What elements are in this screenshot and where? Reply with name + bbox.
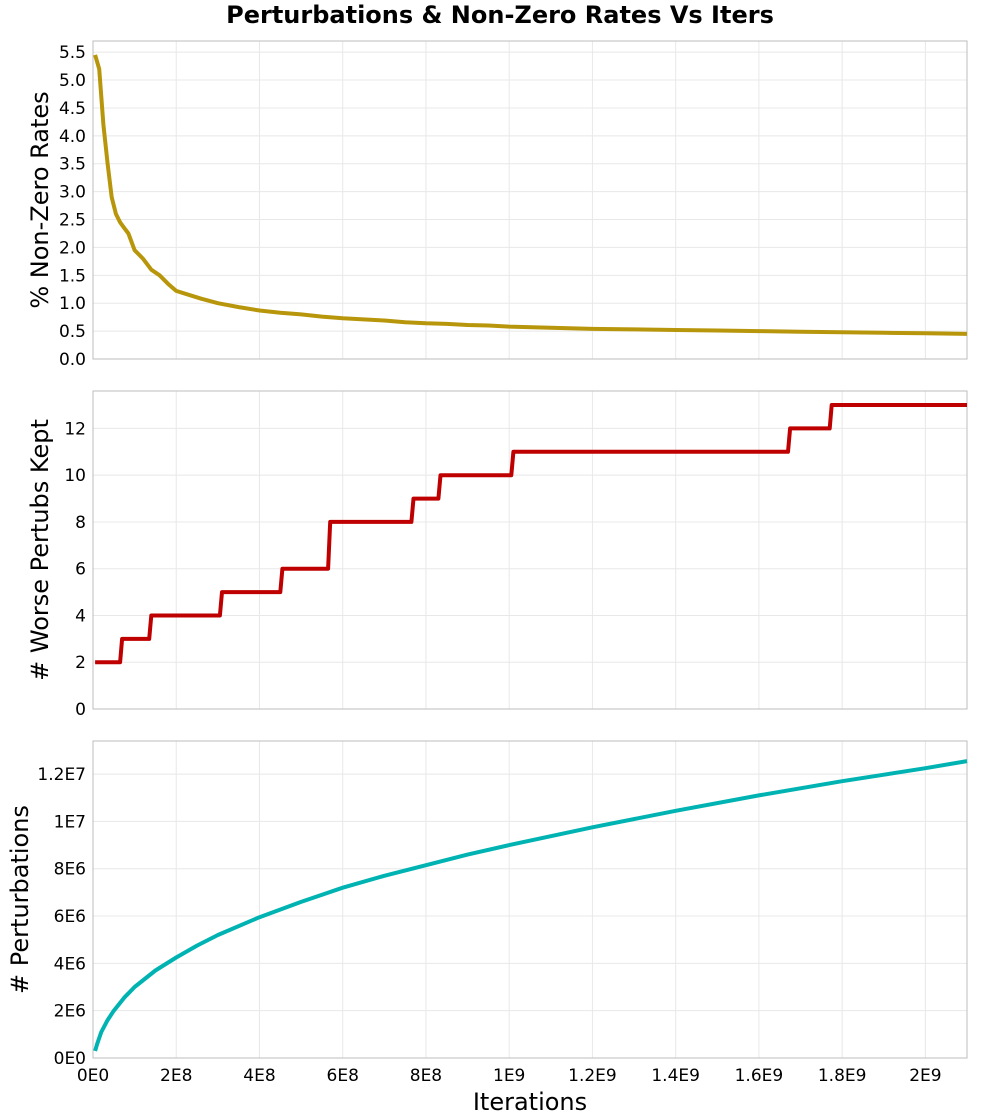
nonzero-rates-y-tick-label: 3.0 [59,183,86,203]
x-tick-label: 2E9 [909,1066,941,1086]
nonzero-rates-y-tick-label: 3.5 [59,155,86,175]
x-axis-ticks: 0E0 2E8 4E8 6E8 8E8 1E9 1.2E9 1.4E9 1.6E9 1.8E9 2E… [77,1066,942,1086]
x-axis-label: Iterations [473,1088,587,1116]
nonzero-rates-y-tick-label: 1.5 [59,266,86,286]
perturbations-y-tick-label: 0E0 [54,1049,86,1069]
perturbations-series-line [93,759,968,1052]
nonzero-rates-y-axis-label: % Non-Zero Rates [26,91,54,308]
nonzero-rates-y-tick-label: 5.5 [59,43,86,63]
nonzero-rates-y-tick-label: 2.5 [59,211,86,231]
perturbations-y-tick-label: 6E6 [54,907,86,927]
nonzero-rates-y-tick-label: 5.0 [59,71,86,91]
x-tick-label: 1.2E9 [568,1066,617,1086]
nonzero-rates-y-tick-label: 0.0 [59,350,86,370]
x-tick-label: 1.8E9 [818,1066,867,1086]
nonzero-rates-y-tick-label: 1.0 [59,294,86,314]
x-tick-label: 1.6E9 [735,1066,784,1086]
perturbations-y-tick-label: 2E6 [54,1002,86,1022]
perturbations-y-axis-label: # Perturbations [6,805,34,994]
perturbations-y-tick-label: 8E6 [54,860,86,880]
worse-perturbs-y-tick-label: 4 [75,606,86,626]
perturbations-y-tick-label: 1E7 [54,812,86,832]
chart-title: Perturbations & Non-Zero Rates Vs Iters [226,1,774,29]
nonzero-rates-y-tick-label: 2.0 [59,238,86,258]
nonzero-rates-series-line [93,54,968,336]
worse-perturbs-y-tick-label: 8 [75,513,86,533]
panel-perturbations: 0E0 2E6 4E6 6E6 8E6 1E7 1.2E7# Perturbations [6,740,968,1069]
x-tick-label: 1.4E9 [651,1066,700,1086]
worse-perturbs-y-tick-label: 6 [75,560,86,580]
nonzero-rates-y-tick-label: 4.5 [59,99,86,119]
worse-perturbs-y-tick-label: 10 [64,466,86,486]
nonzero-rates-y-tick-label: 4.0 [59,127,86,147]
worse-perturbs-y-tick-label: 0 [75,700,86,720]
worse-perturbs-plot-frame [92,390,968,710]
x-tick-label: 0E0 [77,1066,109,1086]
perturbations-y-tick-label: 4E6 [54,954,86,974]
nonzero-rates-y-tick-label: 0.5 [59,322,86,342]
worse-perturbs-y-tick-label: 2 [75,653,86,673]
x-tick-label: 2E8 [160,1066,192,1086]
x-tick-label: 8E8 [410,1066,442,1086]
worse-perturbs-series-line [95,403,967,665]
x-tick-label: 1E9 [493,1066,525,1086]
perturbations-plot-frame [92,740,968,1059]
worse-perturbs-y-axis-label: # Worse Pertubs Kept [26,419,54,681]
chart-panels: 0.0 0.5 1.0 1.5 2.0 2.5 3.0 3.5 4.0 4.5 5.0 5.5 % No… [6,40,968,1086]
x-tick-label: 4E8 [243,1066,275,1086]
panel-worse-perturbs: 0 2 4 6 8 10 12 # Worse Pertubs Kept [26,390,968,720]
perturbations-y-tick-label: 1.2E7 [37,765,86,785]
worse-perturbs-y-tick-label: 12 [64,419,86,439]
nonzero-rates-plot-frame [92,40,968,360]
x-tick-label: 6E8 [327,1066,359,1086]
panel-nonzero-rates: 0.0 0.5 1.0 1.5 2.0 2.5 3.0 3.5 4.0 4.5 5.0 5.5 % No… [26,40,968,370]
